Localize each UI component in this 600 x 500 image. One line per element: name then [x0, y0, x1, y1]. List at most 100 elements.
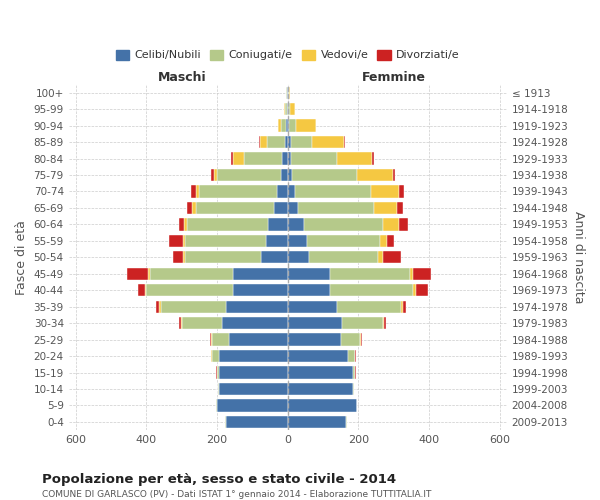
Bar	[287, 416, 346, 428]
Bar	[353, 366, 355, 378]
Bar	[191, 186, 196, 198]
Bar	[289, 86, 290, 99]
Bar	[287, 334, 341, 346]
Bar	[274, 202, 287, 214]
Bar	[266, 234, 287, 247]
Bar	[184, 234, 185, 247]
Bar	[348, 350, 355, 362]
Bar	[219, 383, 287, 395]
Bar	[330, 284, 413, 296]
Bar	[416, 284, 428, 296]
Bar	[287, 186, 295, 198]
Bar	[357, 169, 392, 181]
Bar	[413, 268, 431, 280]
Text: Femmine: Femmine	[362, 70, 425, 84]
Bar	[217, 169, 281, 181]
Bar	[330, 268, 410, 280]
Bar	[281, 169, 287, 181]
Bar	[307, 234, 380, 247]
Bar	[355, 350, 356, 362]
Bar	[312, 136, 344, 148]
Bar	[287, 120, 289, 132]
Bar	[184, 251, 185, 264]
Bar	[231, 152, 233, 164]
Bar	[185, 234, 266, 247]
Bar	[403, 300, 406, 313]
Bar	[261, 251, 287, 264]
Bar	[298, 202, 374, 214]
Bar	[184, 218, 187, 230]
Legend: Celibi/Nubili, Coniugati/e, Vedovi/e, Divorziati/e: Celibi/Nubili, Coniugati/e, Vedovi/e, Di…	[111, 45, 464, 65]
Bar	[356, 400, 357, 411]
Bar	[219, 350, 287, 362]
Bar	[148, 268, 150, 280]
Bar	[287, 136, 290, 148]
Bar	[292, 169, 357, 181]
Bar	[287, 317, 343, 330]
Bar	[199, 186, 277, 198]
Bar	[371, 186, 399, 198]
Bar	[380, 234, 386, 247]
Bar	[211, 169, 214, 181]
Bar	[223, 317, 287, 330]
Bar	[287, 234, 307, 247]
Bar	[397, 202, 403, 214]
Bar	[233, 284, 287, 296]
Bar	[287, 103, 289, 116]
Bar	[386, 234, 394, 247]
Bar	[304, 218, 383, 230]
Bar	[287, 366, 353, 378]
Bar	[283, 152, 287, 164]
Bar	[285, 103, 287, 116]
Bar	[229, 334, 287, 346]
Bar	[287, 400, 356, 411]
Bar	[374, 202, 397, 214]
Bar	[399, 218, 408, 230]
Bar	[233, 268, 287, 280]
Bar	[290, 103, 295, 116]
Bar	[233, 152, 244, 164]
Bar	[150, 268, 233, 280]
Bar	[360, 334, 361, 346]
Y-axis label: Fasce di età: Fasce di età	[15, 220, 28, 295]
Bar	[287, 202, 298, 214]
Bar	[383, 317, 384, 330]
Bar	[127, 268, 148, 280]
Bar	[196, 202, 274, 214]
Bar	[179, 218, 184, 230]
Bar	[392, 169, 395, 181]
Bar	[383, 218, 399, 230]
Bar	[337, 152, 373, 164]
Bar	[337, 300, 401, 313]
Bar	[226, 300, 287, 313]
Text: Popolazione per età, sesso e stato civile - 2014: Popolazione per età, sesso e stato civil…	[42, 472, 396, 486]
Bar	[260, 136, 267, 148]
Bar	[196, 186, 199, 198]
Bar	[193, 202, 196, 214]
Bar	[173, 251, 184, 264]
Bar	[244, 152, 283, 164]
Bar	[343, 317, 383, 330]
Bar	[217, 400, 287, 411]
Bar	[287, 300, 337, 313]
Bar	[156, 300, 160, 313]
Bar	[287, 383, 353, 395]
Bar	[295, 186, 371, 198]
Bar	[361, 334, 362, 346]
Bar	[212, 350, 219, 362]
Bar	[287, 284, 330, 296]
Bar	[187, 218, 268, 230]
Bar	[410, 268, 413, 280]
Bar	[212, 334, 229, 346]
Y-axis label: Anni di nascita: Anni di nascita	[572, 211, 585, 304]
Bar	[137, 284, 145, 296]
Bar	[277, 186, 287, 198]
Bar	[413, 284, 416, 296]
Bar	[287, 86, 289, 99]
Bar	[401, 300, 403, 313]
Bar	[373, 152, 374, 164]
Bar	[218, 383, 219, 395]
Bar	[278, 120, 281, 132]
Bar	[267, 136, 285, 148]
Bar	[226, 416, 287, 428]
